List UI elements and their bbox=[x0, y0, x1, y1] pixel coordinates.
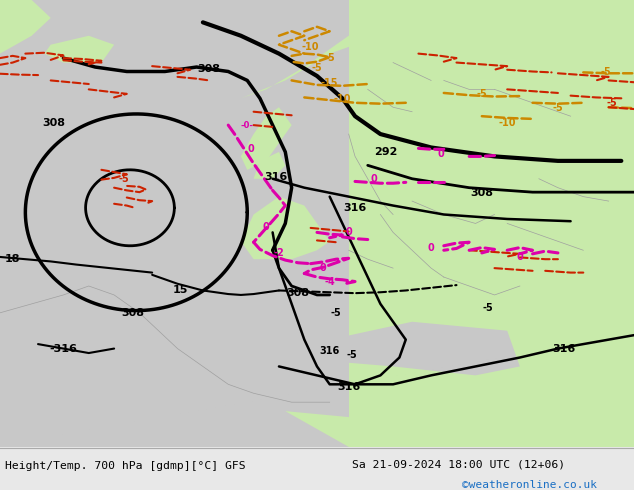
Text: -5: -5 bbox=[553, 103, 563, 113]
Text: Sa 21-09-2024 18:00 UTC (12+06): Sa 21-09-2024 18:00 UTC (12+06) bbox=[352, 459, 565, 469]
Bar bbox=[349, 0, 634, 447]
Text: 308: 308 bbox=[470, 188, 493, 198]
Text: -5: -5 bbox=[347, 350, 357, 360]
Text: -5: -5 bbox=[312, 63, 322, 73]
Text: ©weatheronline.co.uk: ©weatheronline.co.uk bbox=[462, 480, 597, 490]
Text: 292: 292 bbox=[374, 147, 397, 157]
Text: 0: 0 bbox=[263, 222, 269, 232]
Text: -5: -5 bbox=[477, 89, 487, 99]
Text: 0: 0 bbox=[371, 174, 377, 184]
Text: -5: -5 bbox=[483, 303, 493, 313]
Polygon shape bbox=[285, 322, 520, 375]
Text: 0: 0 bbox=[346, 227, 352, 237]
Text: -4: -4 bbox=[325, 276, 335, 287]
Text: 308: 308 bbox=[42, 118, 65, 128]
Text: -5: -5 bbox=[119, 174, 129, 184]
Polygon shape bbox=[254, 152, 285, 179]
Text: -5: -5 bbox=[600, 67, 611, 76]
Text: 0: 0 bbox=[517, 252, 523, 263]
Text: 18: 18 bbox=[5, 254, 20, 264]
Text: 316: 316 bbox=[320, 346, 340, 356]
Text: 308: 308 bbox=[122, 308, 145, 318]
Text: -15: -15 bbox=[321, 78, 339, 88]
Text: -10: -10 bbox=[302, 42, 320, 52]
Text: 15: 15 bbox=[173, 286, 188, 295]
Polygon shape bbox=[241, 196, 330, 259]
Text: 0: 0 bbox=[320, 263, 327, 273]
Text: -10: -10 bbox=[333, 94, 351, 104]
Text: 0: 0 bbox=[247, 144, 254, 154]
Text: -2: -2 bbox=[274, 248, 284, 258]
Polygon shape bbox=[285, 411, 634, 447]
Text: 316: 316 bbox=[553, 343, 576, 354]
Polygon shape bbox=[44, 36, 114, 63]
Text: 308: 308 bbox=[198, 64, 221, 74]
Polygon shape bbox=[0, 0, 51, 53]
Text: 0: 0 bbox=[428, 244, 434, 253]
Polygon shape bbox=[241, 107, 292, 170]
Text: 316: 316 bbox=[344, 203, 366, 213]
Polygon shape bbox=[0, 268, 139, 380]
Text: Height/Temp. 700 hPa [gdmp][°C] GFS: Height/Temp. 700 hPa [gdmp][°C] GFS bbox=[5, 461, 246, 471]
Text: -5: -5 bbox=[325, 53, 335, 63]
Text: -0-: -0- bbox=[241, 121, 254, 130]
Text: -5: -5 bbox=[607, 98, 617, 108]
Text: -316: -316 bbox=[49, 343, 77, 354]
Text: -5: -5 bbox=[331, 308, 341, 318]
Text: 0: 0 bbox=[437, 149, 444, 159]
Polygon shape bbox=[241, 0, 412, 98]
Text: 316: 316 bbox=[264, 172, 287, 181]
Text: 308: 308 bbox=[287, 288, 309, 298]
Text: -10: -10 bbox=[498, 119, 516, 128]
Text: 316: 316 bbox=[337, 382, 360, 392]
